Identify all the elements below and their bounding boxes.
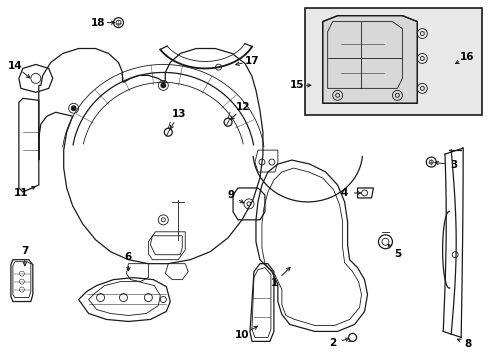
Bar (305, 8, 482, 115)
Text: 2: 2 (329, 338, 337, 348)
Text: 12: 12 (236, 102, 250, 112)
Text: 18: 18 (90, 18, 105, 28)
Circle shape (71, 106, 76, 111)
Text: 1: 1 (271, 278, 278, 288)
Text: 14: 14 (8, 61, 23, 71)
Text: 3: 3 (450, 160, 458, 170)
Text: 15: 15 (290, 80, 304, 90)
Text: 5: 5 (394, 249, 401, 259)
Text: 8: 8 (465, 339, 472, 350)
Text: 9: 9 (227, 190, 235, 200)
Text: 16: 16 (460, 52, 474, 62)
Text: 11: 11 (14, 188, 29, 198)
Text: 17: 17 (245, 56, 259, 66)
Text: 7: 7 (21, 246, 28, 256)
Polygon shape (323, 15, 417, 103)
Text: 4: 4 (341, 188, 348, 198)
Text: 6: 6 (125, 252, 132, 262)
Circle shape (161, 83, 166, 88)
Text: 13: 13 (172, 109, 186, 119)
Text: 10: 10 (235, 330, 249, 340)
